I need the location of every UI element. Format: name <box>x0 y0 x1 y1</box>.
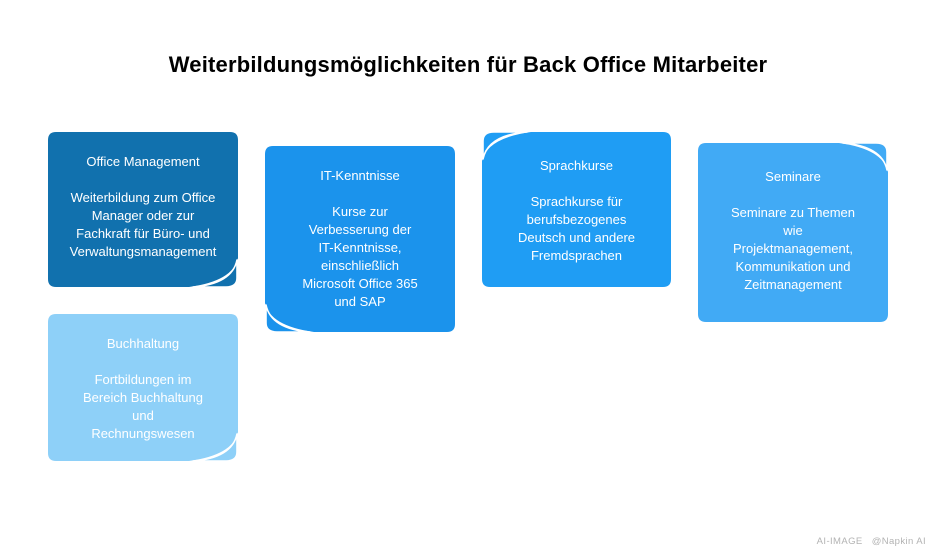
sticky-note-shape <box>48 314 238 462</box>
note-content: Office Management Weiterbildung zum Offi… <box>47 131 239 288</box>
note-title: IT-Kenntnisse <box>320 168 400 183</box>
note-body: Kurse zur Verbesserung der IT-Kenntnisse… <box>302 204 418 309</box>
note-title: Office Management <box>86 154 200 169</box>
note-content: IT-Kenntnisse Kurse zur Verbesserung der… <box>264 145 456 333</box>
sticky-note-shape <box>48 132 238 288</box>
note-content: Sprachkurse Sprachkurse für berufsbezoge… <box>481 131 672 288</box>
note-title: Buchhaltung <box>106 336 180 351</box>
watermark: AI-IMAGE @Napkin AI <box>817 536 926 547</box>
note-it-kenntnisse: IT-Kenntnisse Kurse zur Verbesserung der… <box>264 145 456 333</box>
note-body: Seminare zu Themen wie Projektmanagement… <box>730 205 856 292</box>
note-buchhaltung: Buchhaltung Fortbildungen im Bereich Buc… <box>47 313 239 462</box>
note-body: Sprachkurse für berufsbezogenes Deutsch … <box>517 194 636 263</box>
sticky-note-shape <box>482 131 671 287</box>
note-title: Sprachkurse <box>540 158 613 173</box>
note-office-management: Office Management Weiterbildung zum Offi… <box>47 131 239 288</box>
note-content: Seminare Seminare zu Themen wie Projektm… <box>697 142 889 323</box>
note-body: Fortbildungen im Bereich Buchhaltung und… <box>83 372 203 441</box>
note-sprachkurse: Sprachkurse Sprachkurse für berufsbezoge… <box>481 131 672 288</box>
sticky-note-shape <box>265 146 455 333</box>
page-title: Weiterbildungsmöglichkeiten für Back Off… <box>168 52 768 77</box>
watermark-napkin-ai: @Napkin AI <box>871 536 926 547</box>
note-content: Buchhaltung Fortbildungen im Bereich Buc… <box>47 313 239 462</box>
note-seminare: Seminare Seminare zu Themen wie Projektm… <box>697 142 889 323</box>
note-body: Weiterbildung zum Office Manager oder zu… <box>69 190 217 259</box>
note-title: Seminare <box>765 169 821 184</box>
sticky-note-shape <box>698 142 888 322</box>
watermark-ai-image: AI-IMAGE <box>816 536 863 547</box>
